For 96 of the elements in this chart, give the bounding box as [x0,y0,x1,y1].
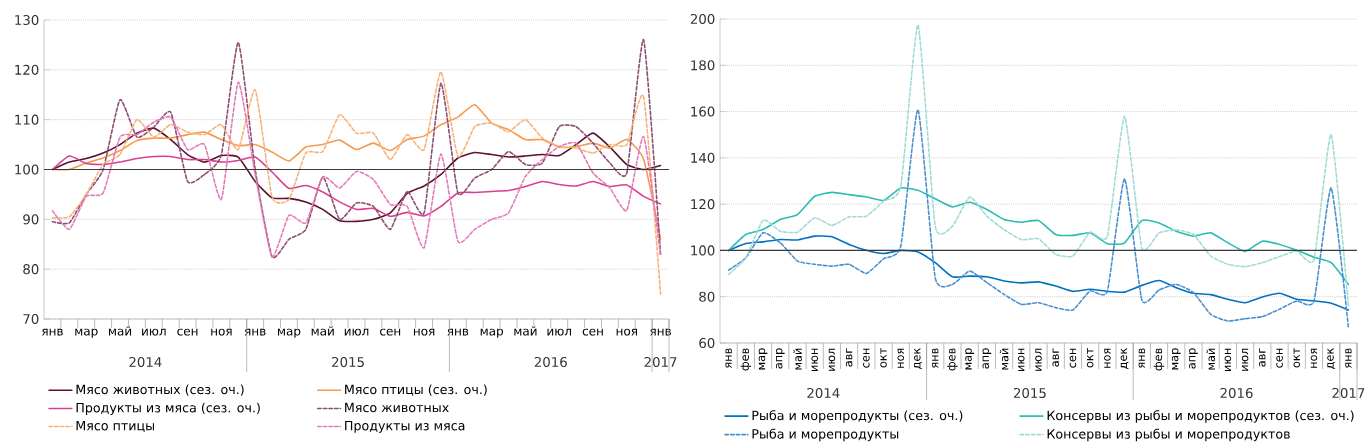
x-tick-label: дек [914,348,922,369]
x-tick-label: окт [1293,348,1301,368]
legend-label: Мясо птицы (сез. оч.) [345,384,487,396]
legend-label: Продукты из мяса [345,420,465,433]
line-series [51,81,662,258]
y-tick-label: 130 [15,14,39,26]
x-tick-label: фев [740,348,752,371]
y-tick-label: 60 [699,337,715,349]
y-tick-label: 180 [691,60,715,71]
x-tick-label: апр [982,348,992,369]
y-tick-label: 100 [15,164,39,175]
text: 2017 [644,356,677,368]
x-tick-label: апр [775,348,785,369]
x-tick-label: июл [142,328,166,336]
x-tick-label: июн [1018,348,1025,371]
x-tick-label: июл [1035,348,1042,371]
legend-label: Мясо животных (сез. оч.) [76,384,244,396]
x-tick-label: сен [1069,348,1077,368]
x-tick-label: сен [177,328,198,336]
legend-label: Консервы из рыбы и морепродуктов [1047,428,1290,442]
y-tick-label: 120 [691,199,715,210]
x-tick-label: авг [845,348,853,367]
legend-label: Консервы из рыбы и морепродуктов (сез. оч.) [1047,410,1354,423]
x-tick-label: июл [828,348,836,371]
x-tick-label: май [1206,348,1216,370]
x-tick-label: сен [1276,348,1283,368]
x-tick-label: окт [880,348,887,368]
x-tick-label: май [311,326,334,336]
x-tick-label: окт [1086,348,1094,368]
x-tick-label: ноя [1104,348,1111,368]
x-tick-label: мар [1171,348,1181,370]
text: 2016 [534,356,567,368]
x-tick-label: ноя [1310,348,1318,368]
legend-label: Продукты из мяса (сез. оч.) [76,402,260,415]
text: 2015 [332,356,364,368]
x-tick-label: янв [244,328,266,336]
line-series [727,186,1350,286]
x-tick-label: янв [1138,348,1145,368]
x-tick-label: май [109,326,132,336]
line-series [51,39,662,258]
x-tick-label: авг [1052,348,1059,367]
text: 2015 [1013,387,1046,399]
y-tick-label: 80 [23,264,39,275]
x-tick-label: ноя [413,328,435,336]
x-tick-label: фев [947,348,958,371]
x-tick-label: дек [1327,348,1336,369]
legend-label: Мясо птицы [76,420,155,432]
y-tick-label: 80 [699,291,715,302]
x-tick-label: мар [278,328,301,338]
x-tick-label: июл [547,328,571,336]
x-tick-label: янв [42,328,63,336]
x-tick-label: май [793,348,802,370]
x-tick-label: янв [650,328,671,336]
x-tick-label: янв [725,348,732,368]
x-tick-label: сен [582,328,603,336]
legend-label: Мясо животных [345,402,449,413]
x-tick-label: май [514,326,537,336]
line-series [727,24,1350,307]
x-tick-label: мар [75,328,98,338]
x-tick-label: июн [1224,348,1232,371]
x-tick-label: янв [1345,348,1352,368]
x-tick-label: июн [811,348,818,371]
line-series [51,71,662,295]
x-tick-label: мар [965,348,974,370]
legend-label: Рыба и морепродукты (сез. оч.) [752,410,963,423]
text: 2014 [807,387,840,399]
y-tick-label: 200 [690,13,715,25]
y-tick-label: 120 [15,64,39,75]
x-tick-label: мар [480,328,503,338]
legend-label: Рыба и морепродукты [752,428,899,442]
line-series [727,108,1350,329]
x-tick-label: ноя [211,328,232,336]
x-tick-label: дек [1120,348,1129,369]
y-tick-label: 100 [691,245,715,256]
text: 2016 [1220,387,1253,399]
line-series [51,155,662,218]
x-tick-label: мар [758,348,768,370]
x-tick-label: сен [863,348,870,368]
y-tick-label: 90 [23,214,39,225]
x-tick-label: янв [447,328,469,336]
x-tick-label: ноя [897,348,905,368]
x-tick-label: июл [1241,348,1249,371]
x-tick-label: май [999,348,1009,370]
x-tick-label: ноя [616,328,637,336]
x-tick-label: авг [1259,348,1266,367]
text: 2017 [1332,387,1365,399]
y-tick-label: 110 [15,114,39,125]
x-tick-label: сен [380,328,401,336]
x-tick-label: фев [1153,348,1165,371]
y-tick-label: 70 [23,313,39,325]
text: 2014 [129,356,162,368]
y-tick-label: 160 [691,106,715,117]
y-tick-label: 140 [691,152,715,163]
x-tick-label: янв [932,348,939,368]
x-tick-label: июл [344,328,369,336]
x-tick-label: апр [1189,348,1198,369]
